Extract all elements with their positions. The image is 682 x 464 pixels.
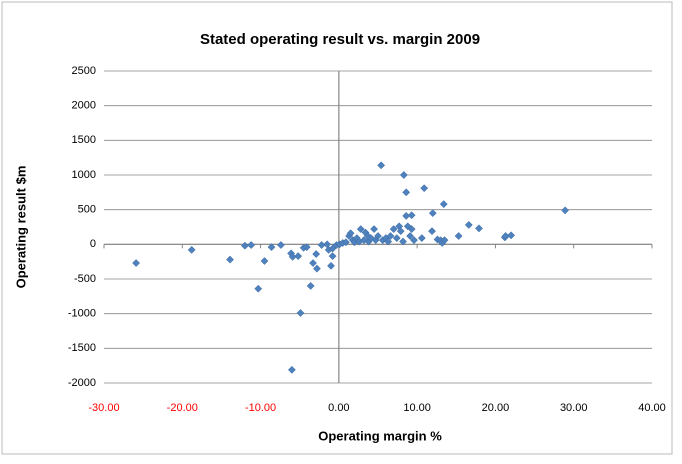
point (327, 261, 335, 270)
point (294, 252, 303, 261)
point (399, 171, 408, 179)
y-tick-label: 1000 (72, 169, 96, 181)
point (389, 225, 398, 234)
point (392, 234, 401, 243)
x-tick-label: 10.00 (403, 402, 431, 414)
x-tick-label: 30.00 (560, 402, 588, 414)
x-tick-label: -10.00 (245, 402, 276, 414)
y-tick-label: 500 (78, 204, 96, 216)
point (428, 227, 436, 236)
x-tick-label: -30.00 (88, 402, 119, 414)
point (276, 241, 285, 249)
point (226, 255, 234, 264)
point (312, 264, 321, 273)
point (346, 229, 355, 238)
point (561, 206, 570, 215)
point (406, 232, 415, 240)
point (475, 224, 483, 233)
chart-border (1, 1, 673, 455)
point (402, 188, 411, 197)
x-axis-title: Operating margin % (318, 428, 442, 443)
point (312, 250, 321, 258)
point (399, 237, 408, 246)
point (309, 259, 317, 268)
point (132, 259, 141, 268)
point (341, 238, 350, 247)
point (247, 241, 256, 249)
x-tick-label: 20.00 (482, 402, 510, 414)
point (439, 200, 448, 209)
y-tick-label: 0 (90, 238, 96, 250)
y-tick-label: 2000 (72, 100, 96, 112)
point (454, 232, 463, 240)
y-tick-label: 1500 (72, 134, 96, 146)
x-tick-label: 0.00 (328, 402, 349, 414)
point (240, 241, 249, 250)
point (302, 243, 311, 252)
point (328, 252, 337, 261)
x-tick-label: -20.00 (167, 402, 198, 414)
point (359, 236, 368, 245)
y-tick-label: -1000 (68, 308, 96, 320)
point (370, 225, 379, 234)
point (440, 236, 449, 245)
point (384, 237, 393, 246)
y-tick-label: -1500 (68, 342, 96, 354)
point (267, 243, 276, 252)
point (507, 231, 516, 240)
y-tick-label: -500 (74, 273, 96, 285)
point (420, 184, 429, 193)
point (407, 225, 416, 234)
point (306, 281, 315, 290)
y-tick-label: 2500 (72, 65, 96, 77)
point (396, 227, 405, 236)
point (386, 232, 395, 240)
chart-title: Stated operating result vs. margin 2009 (200, 31, 480, 48)
point (377, 161, 386, 170)
point (407, 211, 416, 220)
point (260, 257, 269, 265)
y-axis-title: Operating result $m (13, 166, 28, 289)
point (374, 232, 382, 240)
point (403, 222, 412, 231)
point (254, 284, 263, 293)
point (410, 236, 418, 245)
point (296, 309, 305, 317)
point (187, 245, 196, 254)
point (417, 234, 426, 243)
point (428, 209, 437, 218)
y-tick-label: -2000 (68, 377, 96, 389)
point (356, 225, 365, 234)
point (464, 220, 473, 229)
x-tick-label: 40.00 (638, 402, 666, 414)
point (287, 365, 296, 374)
